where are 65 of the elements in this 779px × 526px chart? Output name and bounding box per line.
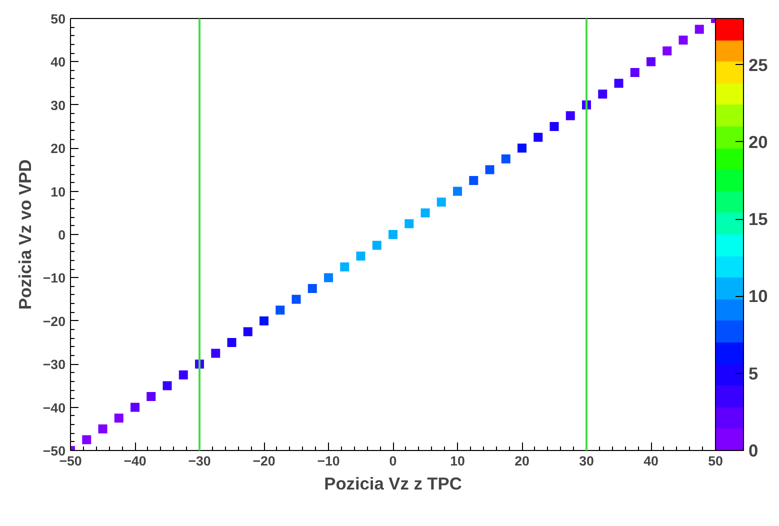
point (630, 68, 640, 77)
point (292, 294, 301, 304)
point (211, 348, 220, 358)
point (82, 435, 92, 444)
x-tick-label: 50 (708, 454, 723, 468)
x-tick-label: −10 (317, 454, 340, 468)
y-tick-label: −50 (42, 444, 66, 458)
point (98, 424, 108, 434)
point (372, 240, 382, 250)
y-tick-label: 40 (50, 54, 66, 70)
color-bar-label: 10 (748, 286, 768, 306)
point (453, 186, 462, 196)
y-tick-label: 50 (50, 12, 66, 26)
point (114, 414, 124, 423)
point (308, 284, 317, 293)
point (678, 36, 688, 45)
y-tick-label: −30 (42, 357, 66, 372)
point (227, 338, 236, 347)
point (614, 78, 624, 88)
point (404, 219, 414, 228)
point (130, 402, 140, 412)
x-tick-label: −40 (124, 454, 146, 468)
point (566, 111, 575, 120)
y-tick-label: 30 (50, 98, 66, 113)
point (178, 370, 188, 380)
y-tick-label: −40 (42, 400, 66, 416)
point (534, 132, 543, 142)
x-tick-label: −20 (252, 454, 276, 468)
point (436, 198, 446, 207)
point (694, 24, 704, 34)
point (162, 381, 172, 390)
point (646, 57, 656, 66)
point (276, 306, 285, 315)
x-tick-label: 10 (450, 454, 465, 468)
point (356, 252, 366, 261)
point (501, 154, 510, 164)
x-tick-label: 40 (644, 454, 658, 468)
x-tick-label: 30 (579, 454, 594, 468)
x-tick-label: −30 (188, 454, 211, 468)
point (550, 122, 559, 131)
x-tick-label: 20 (514, 454, 530, 468)
y-tick-label: −10 (42, 270, 66, 286)
point (340, 262, 350, 272)
point (485, 165, 494, 174)
point (388, 230, 398, 239)
color-bar-label: 15 (748, 209, 768, 230)
point (260, 316, 268, 326)
x-axis-title: Pozicia Vz z TPC (324, 474, 462, 494)
color-bar-label: 5 (748, 363, 758, 384)
point (243, 327, 252, 336)
y-tick-label: 20 (50, 141, 66, 156)
point (598, 90, 608, 99)
color-bar-label: 20 (748, 132, 768, 152)
point (146, 392, 156, 401)
y-tick-label: 0 (58, 228, 66, 242)
y-tick-label: −20 (42, 314, 66, 329)
point (324, 273, 333, 282)
point (662, 46, 672, 56)
point (420, 208, 430, 218)
point (518, 144, 526, 153)
point (469, 176, 478, 185)
color-bar-label: 25 (748, 54, 768, 75)
x-tick-label: 0 (389, 454, 397, 468)
y-axis-title: Pozicia Vz vo VPD (14, 159, 35, 310)
y-tick-label: 10 (50, 184, 66, 200)
